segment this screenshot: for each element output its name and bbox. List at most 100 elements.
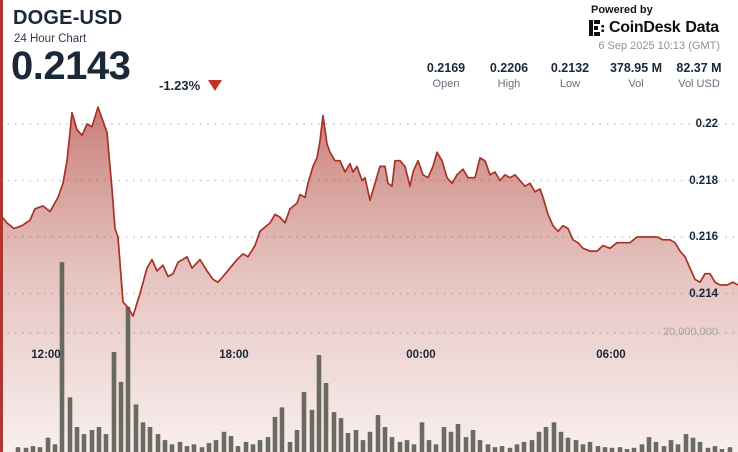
current-price: 0.2143 (11, 44, 131, 88)
volume-bar (367, 431, 373, 452)
volume-bar (140, 422, 146, 452)
volume-bar (426, 440, 432, 452)
stat-high-value: 0.2206 (489, 61, 529, 75)
volume-bar (30, 446, 36, 452)
volume-bar (624, 449, 630, 452)
volume-bar (59, 262, 65, 452)
volume-bar (52, 444, 58, 452)
stat-vol-usd-label: Vol USD (678, 78, 720, 90)
volume-bar (617, 447, 623, 452)
volume-bar (345, 433, 351, 452)
price-change: -1.23% (159, 78, 223, 93)
volume-bar (309, 409, 315, 452)
volume-bar (661, 446, 667, 452)
volume-bar (719, 449, 725, 452)
volume-bar (206, 443, 212, 452)
volume-bar (573, 440, 579, 452)
volume-bar (433, 444, 439, 452)
stat-open: 0.2169 Open (427, 61, 465, 90)
volume-bar (382, 427, 388, 452)
stat-vol-label: Vol (628, 78, 644, 90)
volume-bar (37, 447, 43, 452)
x-axis-label-06:00: 06:00 (596, 349, 626, 361)
stat-low: 0.2132 Low (551, 61, 589, 90)
volume-bar (243, 441, 249, 452)
brand-suffix: Data (685, 19, 719, 36)
volume-bar (272, 416, 278, 452)
volume-bar (331, 412, 337, 452)
y-axis-label-0.22: 0.22 (695, 118, 718, 130)
volume-bar (265, 437, 271, 452)
volume-bar (111, 352, 117, 452)
price-line (0, 106, 738, 317)
stat-vol-value: 378.95 M (609, 61, 663, 75)
volume-bar (587, 441, 593, 452)
volume-bar (492, 447, 498, 452)
chart-timestamp: 6 Sep 2025 10:13 (GMT) (598, 40, 720, 52)
volume-bar (301, 391, 307, 452)
volume-bar (338, 418, 344, 452)
stat-high: 0.2206 High (490, 61, 528, 90)
volume-bar (133, 404, 139, 452)
volume-bar (602, 447, 608, 452)
volume-bar (199, 447, 205, 452)
volume-bar (294, 430, 300, 452)
y-axis-label-0.218: 0.218 (689, 175, 718, 187)
volume-bar (653, 441, 659, 452)
volume-bar (463, 437, 469, 452)
volume-bar (712, 446, 718, 452)
triangle-down-icon (208, 80, 223, 91)
left-edge-accent-bar (0, 0, 3, 452)
coindesk-brand: CoinDesk Data (589, 19, 720, 37)
x-axis-label-18:00: 18:00 (219, 349, 249, 361)
volume-bar (125, 306, 131, 452)
volume-bar (580, 444, 586, 452)
volume-bar (191, 444, 197, 452)
volume-bar (507, 447, 513, 452)
volume-bar (184, 446, 190, 452)
branding-block: Powered by CoinDesk Data 6 Sep 2025 10:1… (589, 4, 720, 52)
volume-bar (147, 427, 153, 452)
volume-bar (565, 437, 571, 452)
volume-bar (499, 446, 505, 452)
volume-bar (155, 434, 161, 452)
volume-bar (287, 441, 293, 452)
volume-bar (521, 441, 527, 452)
volume-bar (96, 427, 102, 452)
volume-bar (89, 430, 95, 452)
volume-bar (257, 440, 263, 452)
coindesk-logo-icon (589, 20, 604, 36)
volume-bar (646, 437, 652, 452)
page-title: DOGE-USD (13, 7, 123, 29)
volume-bar (455, 424, 461, 452)
volume-bar (705, 447, 711, 452)
volume-bar (485, 444, 491, 452)
volume-bar (228, 435, 234, 452)
volume-bar (727, 447, 733, 452)
stat-low-label: Low (559, 78, 581, 90)
price-area-fill (0, 107, 738, 452)
volume-bar (419, 422, 425, 452)
volume-bar (631, 447, 637, 452)
volume-bar (397, 441, 403, 452)
y-axis-label-0.216: 0.216 (689, 231, 718, 243)
volume-bar (279, 407, 285, 452)
stat-open-value: 0.2169 (426, 61, 466, 75)
y-axis-label-0.214: 0.214 (689, 288, 718, 300)
volume-bar (74, 427, 80, 452)
volume-bar (543, 427, 549, 452)
stat-vol-usd: 82.37 M Vol USD (676, 61, 721, 90)
volume-bar (639, 444, 645, 452)
price-change-percent: -1.23% (159, 78, 201, 93)
volume-bar (389, 437, 395, 452)
volume-bar (213, 440, 219, 452)
volume-bar (177, 441, 183, 452)
volume-bar (375, 415, 381, 452)
volume-bar (221, 431, 227, 452)
volume-bar (411, 444, 417, 452)
x-axis-label-00:00: 00:00 (406, 349, 436, 361)
volume-bar (316, 355, 322, 452)
volume-bar (169, 444, 175, 452)
